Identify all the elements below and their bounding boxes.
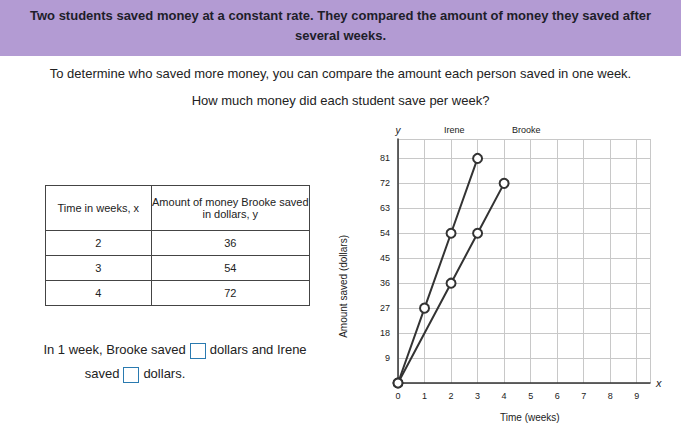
svg-text:Amount saved (dollars): Amount saved (dollars) bbox=[338, 235, 349, 338]
svg-text:0: 0 bbox=[395, 391, 400, 401]
html-text:Time in weeks, x: Time in weeks, x bbox=[57, 202, 139, 214]
svg-text:18: 18 bbox=[380, 328, 390, 338]
svg-text:9: 9 bbox=[385, 353, 390, 363]
html-text:2: 2 bbox=[95, 237, 102, 249]
svg-text:Irene: Irene bbox=[444, 125, 465, 135]
svg-text:3: 3 bbox=[475, 391, 480, 401]
svg-text:9: 9 bbox=[634, 391, 639, 401]
svg-text:y: y bbox=[395, 125, 402, 136]
svg-text:4: 4 bbox=[502, 391, 507, 401]
html-text:In 1 week, Brooke saved: In 1 week, Brooke saved bbox=[43, 342, 186, 357]
html-text:54: 54 bbox=[224, 262, 237, 274]
svg-text:5: 5 bbox=[528, 391, 533, 401]
html-text:Two students saved money at a: Two students saved money at a constant r… bbox=[30, 8, 651, 23]
svg-text:x: x bbox=[655, 377, 662, 389]
svg-text:6: 6 bbox=[555, 391, 560, 401]
svg-text:72: 72 bbox=[380, 178, 390, 188]
html-text:Amount of money Brooke saved i: Amount of money Brooke saved in dollars,… bbox=[152, 196, 309, 220]
html-text:several weeks.: several weeks. bbox=[295, 28, 386, 43]
svg-text:7: 7 bbox=[581, 391, 586, 401]
svg-text:2: 2 bbox=[449, 391, 454, 401]
svg-text:8: 8 bbox=[608, 391, 613, 401]
svg-text:63: 63 bbox=[380, 203, 390, 213]
html-text:3: 3 bbox=[95, 262, 102, 274]
svg-text:Brooke: Brooke bbox=[512, 125, 541, 135]
html-text:saved: saved bbox=[84, 366, 120, 381]
html-text:How much money did each studen: How much money did each student save per… bbox=[191, 93, 490, 108]
html-text:36: 36 bbox=[224, 237, 237, 249]
svg-text:45: 45 bbox=[380, 253, 390, 263]
html-text:4: 4 bbox=[95, 287, 102, 299]
html-text:72: 72 bbox=[224, 287, 237, 299]
svg-text:54: 54 bbox=[380, 228, 390, 238]
svg-text:36: 36 bbox=[380, 278, 390, 288]
html-text:dollars.: dollars. bbox=[143, 366, 186, 381]
svg-text:Time (weeks): Time (weeks) bbox=[500, 412, 560, 423]
html-text:dollars and Irene: dollars and Irene bbox=[209, 342, 307, 357]
svg-text:81: 81 bbox=[380, 153, 390, 163]
html-text:To determine who saved more mo: To determine who saved more money, you c… bbox=[49, 66, 632, 81]
svg-text:27: 27 bbox=[380, 303, 390, 313]
svg-text:1: 1 bbox=[422, 391, 427, 401]
